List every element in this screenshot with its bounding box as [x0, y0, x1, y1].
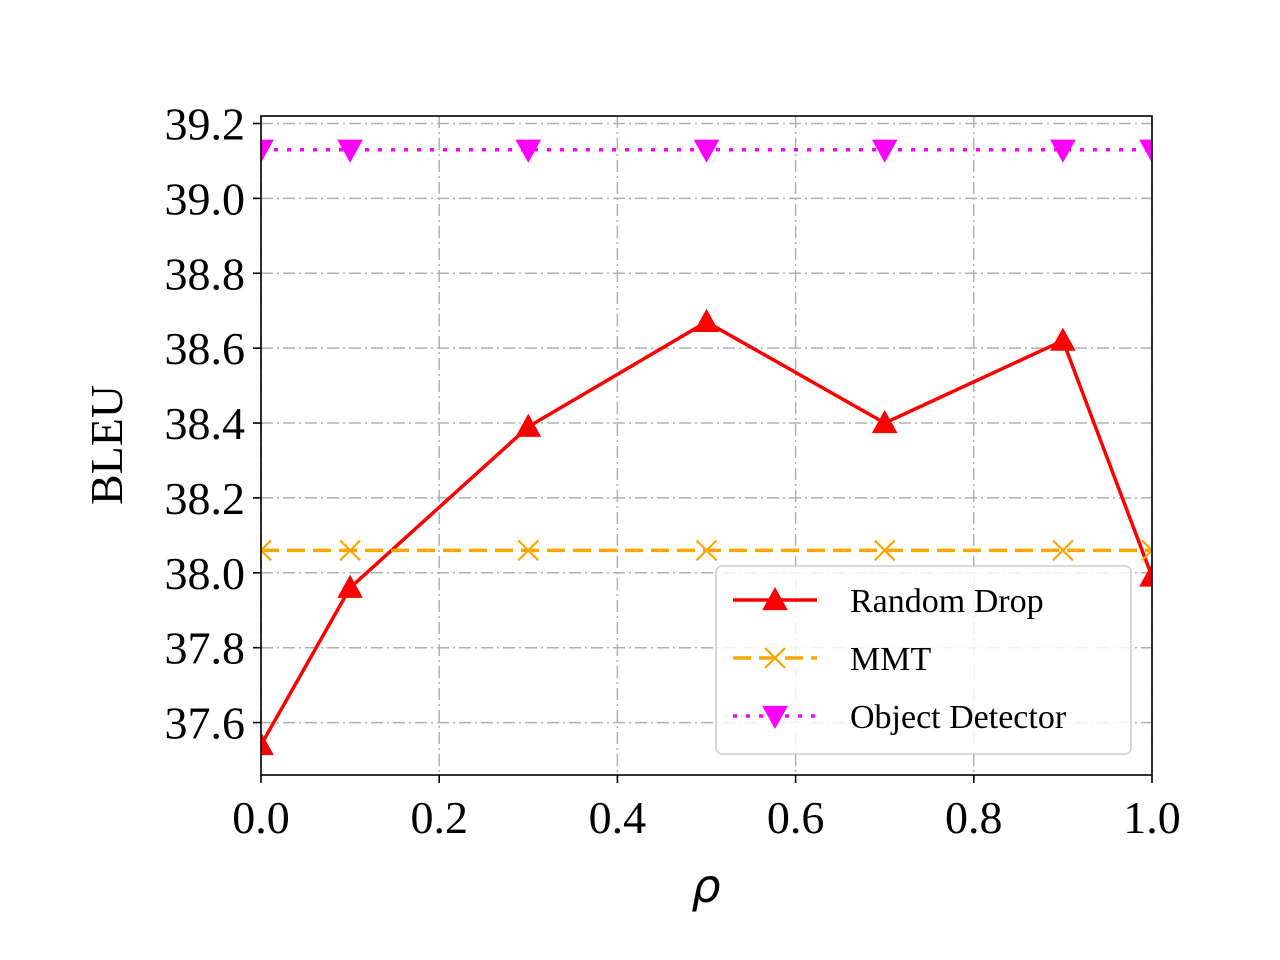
- data-point-mmt: [695, 539, 718, 562]
- data-point-object-detector: [515, 139, 542, 163]
- data-point-mmt: [339, 539, 361, 562]
- y-tick-label: 38.4: [165, 398, 246, 449]
- data-point-object-detector: [871, 139, 898, 163]
- y-axis-label: BLEU: [81, 385, 132, 505]
- legend-label-object-detector: Object Detector: [850, 699, 1067, 736]
- x-axis: 0.0 0.2 0.4 0.6 0.8 1.0: [232, 775, 1181, 843]
- data-point-mmt: [1141, 539, 1152, 562]
- data-point-random-drop: [337, 574, 363, 598]
- legend-box: [715, 565, 1132, 755]
- data-point-random-drop: [515, 413, 542, 437]
- legend-marker-random-drop: [762, 586, 788, 611]
- legend: Random Drop MMT Object Detector: [715, 565, 1132, 755]
- plot-frame: [260, 115, 1153, 776]
- x-tick-label: 0.6: [767, 792, 825, 843]
- series-layer: [261, 139, 1152, 756]
- legend-entry-random-drop: Random Drop: [733, 583, 1044, 620]
- data-point-object-detector: [1139, 139, 1152, 163]
- data-point-random-drop: [1139, 563, 1152, 587]
- legend-entry-object-detector: Object Detector: [733, 699, 1067, 736]
- grid: [260, 116, 1153, 775]
- x-tick-label: 0.8: [945, 792, 1003, 843]
- y-axis: 37.6 37.8 38.0 38.2 38.4 38.6 38.8 39.0 39.2: [165, 98, 261, 749]
- data-point-random-drop: [261, 732, 274, 756]
- legend-label-mmt: MMT: [850, 641, 931, 678]
- series-mmt: [261, 539, 1152, 562]
- series-random-drop: [261, 308, 1152, 756]
- y-tick-label: 38.6: [165, 323, 246, 374]
- x-tick-label: 0.0: [232, 792, 290, 843]
- x-tick-label: 0.4: [589, 792, 647, 843]
- x-axis-label: ρ: [691, 859, 720, 913]
- data-point-object-detector: [337, 139, 363, 163]
- data-point-random-drop: [693, 308, 720, 333]
- y-tick-label: 39.2: [165, 98, 246, 149]
- y-tick-label: 39.0: [165, 173, 246, 224]
- x-tick-label: 0.2: [410, 792, 468, 843]
- legend-label-random-drop: Random Drop: [850, 583, 1044, 620]
- y-tick-label: 37.6: [165, 698, 246, 749]
- data-point-object-detector: [693, 139, 720, 163]
- data-point-mmt: [261, 539, 272, 562]
- y-tick-label: 37.8: [165, 623, 246, 674]
- legend-marker-object-detector: [762, 705, 788, 730]
- data-point-object-detector: [261, 139, 274, 163]
- data-point-mmt: [873, 539, 896, 562]
- y-tick-label: 38.2: [165, 473, 246, 524]
- data-point-mmt: [517, 539, 540, 562]
- data-point-object-detector: [1050, 139, 1076, 163]
- x-tick-label: 1.0: [1123, 792, 1181, 843]
- data-point-mmt: [1052, 539, 1074, 562]
- legend-marker-mmt: [764, 647, 786, 669]
- y-tick-label: 38.8: [165, 248, 246, 299]
- series-object-detector: [261, 139, 1152, 163]
- y-tick-label: 38.0: [165, 548, 246, 599]
- data-point-random-drop: [1050, 327, 1076, 351]
- data-point-random-drop: [871, 410, 898, 434]
- legend-entry-mmt: MMT: [733, 641, 931, 678]
